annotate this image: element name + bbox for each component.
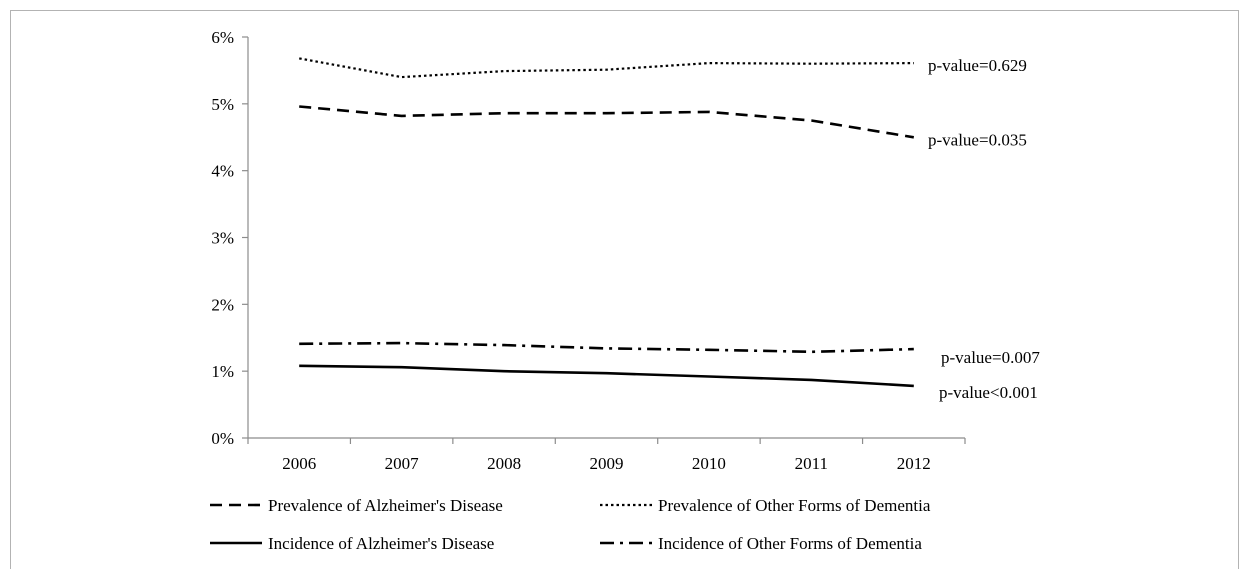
x-tick-label: 2011 (795, 454, 828, 473)
x-tick-label: 2009 (590, 454, 624, 473)
chart-annotations: p-value=0.035 p-value=0.629 p-value<0.001 p… (928, 56, 1040, 402)
x-tick-label: 2010 (692, 454, 726, 473)
y-tick-label: 5% (211, 95, 234, 114)
chart-axes: 0% 1% 2% 3% 4% 5% 6% 2006 2007 2008 2009 2010 2011 20… (211, 28, 966, 473)
series-line-4 (299, 341, 914, 354)
series-annotation: p-value<0.001 (939, 383, 1038, 402)
series-annotation: p-value=0.007 (941, 348, 1040, 367)
legend-label: Incidence of Other Forms of Dementia (658, 534, 922, 553)
y-tick-label: 2% (211, 295, 234, 314)
legend-label: Incidence of Alzheimer's Disease (268, 534, 494, 553)
y-tick-label: 0% (211, 429, 234, 448)
legend-label: Prevalence of Other Forms of Dementia (658, 496, 931, 515)
x-tick-label: 2012 (897, 454, 931, 473)
y-tick-label: 1% (211, 362, 234, 381)
x-tick-label: 2008 (487, 454, 521, 473)
x-tick-label: 2007 (385, 454, 420, 473)
y-tick-label: 4% (211, 162, 234, 181)
series-line-2 (299, 57, 914, 79)
series-line-1 (299, 105, 915, 139)
y-tick-label: 3% (211, 229, 234, 248)
chart-series-lines (299, 57, 915, 388)
series-annotation: p-value=0.035 (928, 130, 1027, 149)
series-annotation: p-value=0.629 (928, 56, 1027, 75)
y-tick-label: 6% (211, 28, 234, 47)
chart-frame (10, 10, 1239, 569)
x-tick-label: 2006 (282, 454, 316, 473)
legend-label: Prevalence of Alzheimer's Disease (268, 496, 503, 515)
chart-legend: Prevalence of Alzheimer's Disease Prevale… (210, 496, 931, 553)
series-line-3 (299, 364, 914, 388)
